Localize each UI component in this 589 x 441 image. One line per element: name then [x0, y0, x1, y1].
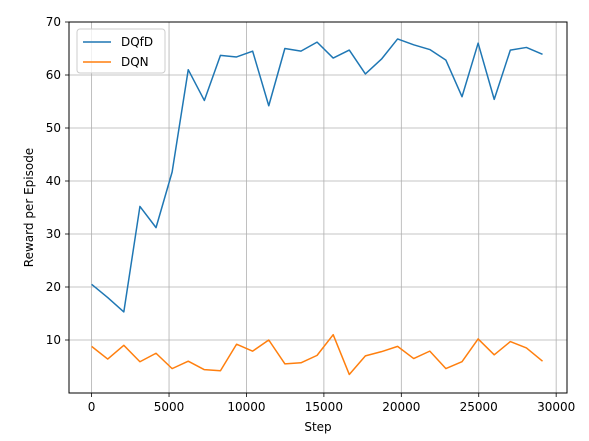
y-tick-label: 70 [46, 15, 61, 29]
y-tick-label: 10 [46, 333, 61, 347]
legend: DQfD DQN [76, 28, 166, 74]
series-dqfd [91, 38, 543, 313]
series-line-dqn [91, 333, 544, 376]
series-line-dqfd [91, 38, 543, 313]
x-tick-label: 5000 [154, 400, 185, 414]
x-tick-label: 20000 [382, 400, 420, 414]
x-tick-label: 15000 [305, 400, 343, 414]
x-axis-label: Step [304, 420, 331, 434]
x-axis-ticks: 0 5000 10000 15000 20000 25000 30000 [88, 393, 575, 414]
legend-label: DQN [121, 55, 149, 69]
y-tick-label: 60 [46, 68, 61, 82]
x-tick-label: 10000 [227, 400, 265, 414]
legend-label: DQfD [121, 35, 153, 49]
y-tick-label: 50 [46, 121, 61, 135]
plot-frame [68, 21, 568, 394]
series-dqn [91, 333, 544, 376]
x-tick-label: 0 [88, 400, 96, 414]
x-tick-label: 30000 [537, 400, 575, 414]
y-tick-label: 30 [46, 227, 61, 241]
y-axis-label: Reward per Episode [22, 148, 36, 267]
x-tick-label: 25000 [460, 400, 498, 414]
series-layer [91, 38, 544, 376]
y-axis-ticks: 10 20 30 40 50 60 70 [46, 15, 69, 347]
y-tick-label: 20 [46, 280, 61, 294]
y-tick-label: 40 [46, 174, 61, 188]
